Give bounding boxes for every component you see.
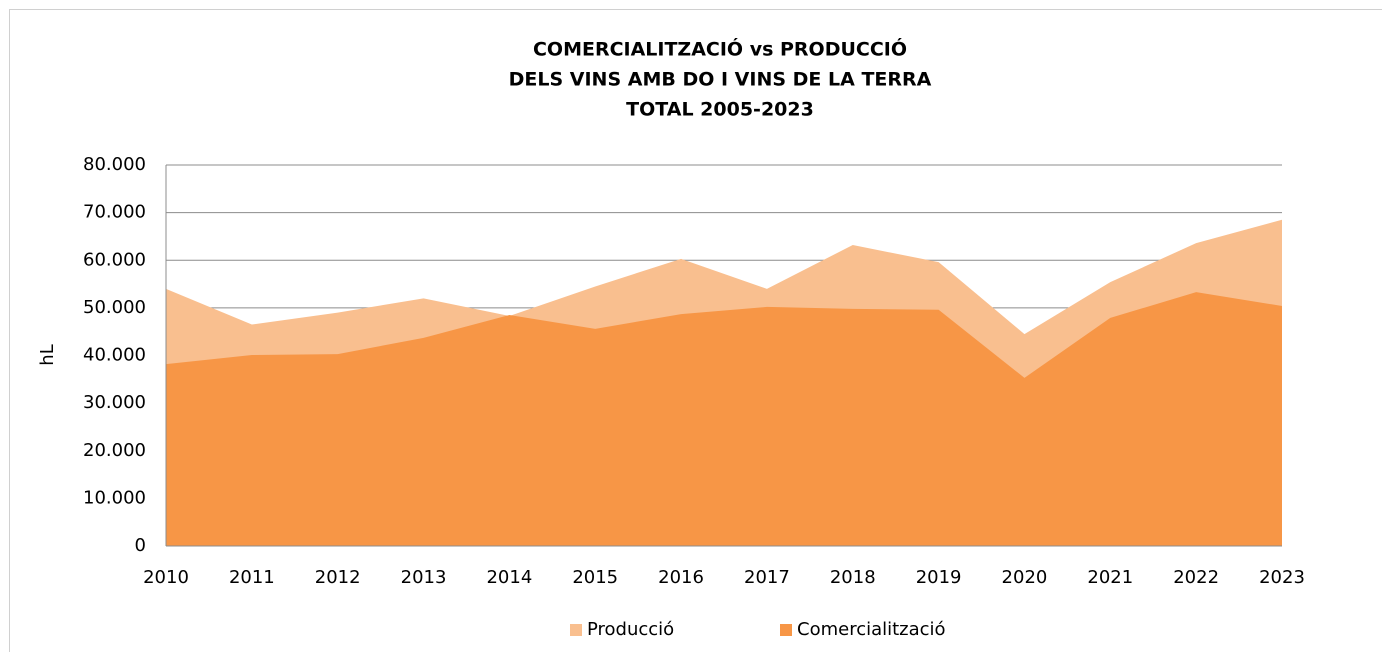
area xyxy=(166,292,1282,546)
x-tick-label: 2016 xyxy=(658,567,704,588)
x-tick-label: 2010 xyxy=(143,567,189,588)
y-tick-label: 60.000 xyxy=(83,249,146,270)
x-tick-label: 2019 xyxy=(916,567,962,588)
x-tick-label: 2021 xyxy=(1087,567,1133,588)
chart-title: COMERCIALITZACIÓ vs PRODUCCIÓ xyxy=(533,37,907,61)
legend-swatch xyxy=(570,624,582,636)
y-tick-label: 50.000 xyxy=(83,297,146,318)
y-tick-label: 20.000 xyxy=(83,440,146,461)
x-tick-label: 2013 xyxy=(401,567,447,588)
chart-title: DELS VINS AMB DO I VINS DE LA TERRA xyxy=(509,69,932,91)
label-layer: COMERCIALITZACIÓ vs PRODUCCIÓ DELS VINS A… xyxy=(83,37,1305,641)
legend-label: Comercialització xyxy=(797,619,946,640)
y-tick-label: 80.000 xyxy=(83,154,146,175)
x-tick-label: 2014 xyxy=(486,567,532,588)
area-layer xyxy=(166,219,1282,547)
x-tick-label: 2020 xyxy=(1002,567,1048,588)
y-tick-label: 40.000 xyxy=(83,345,146,366)
x-tick-label: 2023 xyxy=(1259,567,1305,588)
x-tick-label: 2011 xyxy=(229,567,275,588)
x-tick-label: 2018 xyxy=(830,567,876,588)
x-tick-label: 2017 xyxy=(744,567,790,588)
x-tick-label: 2012 xyxy=(315,567,361,588)
x-tick-label: 2022 xyxy=(1173,567,1219,588)
x-tick-label: 2015 xyxy=(572,567,618,588)
chart-title: TOTAL 2005-2023 xyxy=(626,99,814,121)
legend-swatch xyxy=(780,624,792,636)
y-tick-label: 70.000 xyxy=(83,202,146,223)
y-tick-label: 30.000 xyxy=(83,392,146,413)
y-tick-label: 10.000 xyxy=(83,487,146,508)
y-tick-label: 0 xyxy=(135,535,146,556)
y-axis-label: hL xyxy=(37,344,58,365)
legend-label: Producció xyxy=(587,619,674,640)
